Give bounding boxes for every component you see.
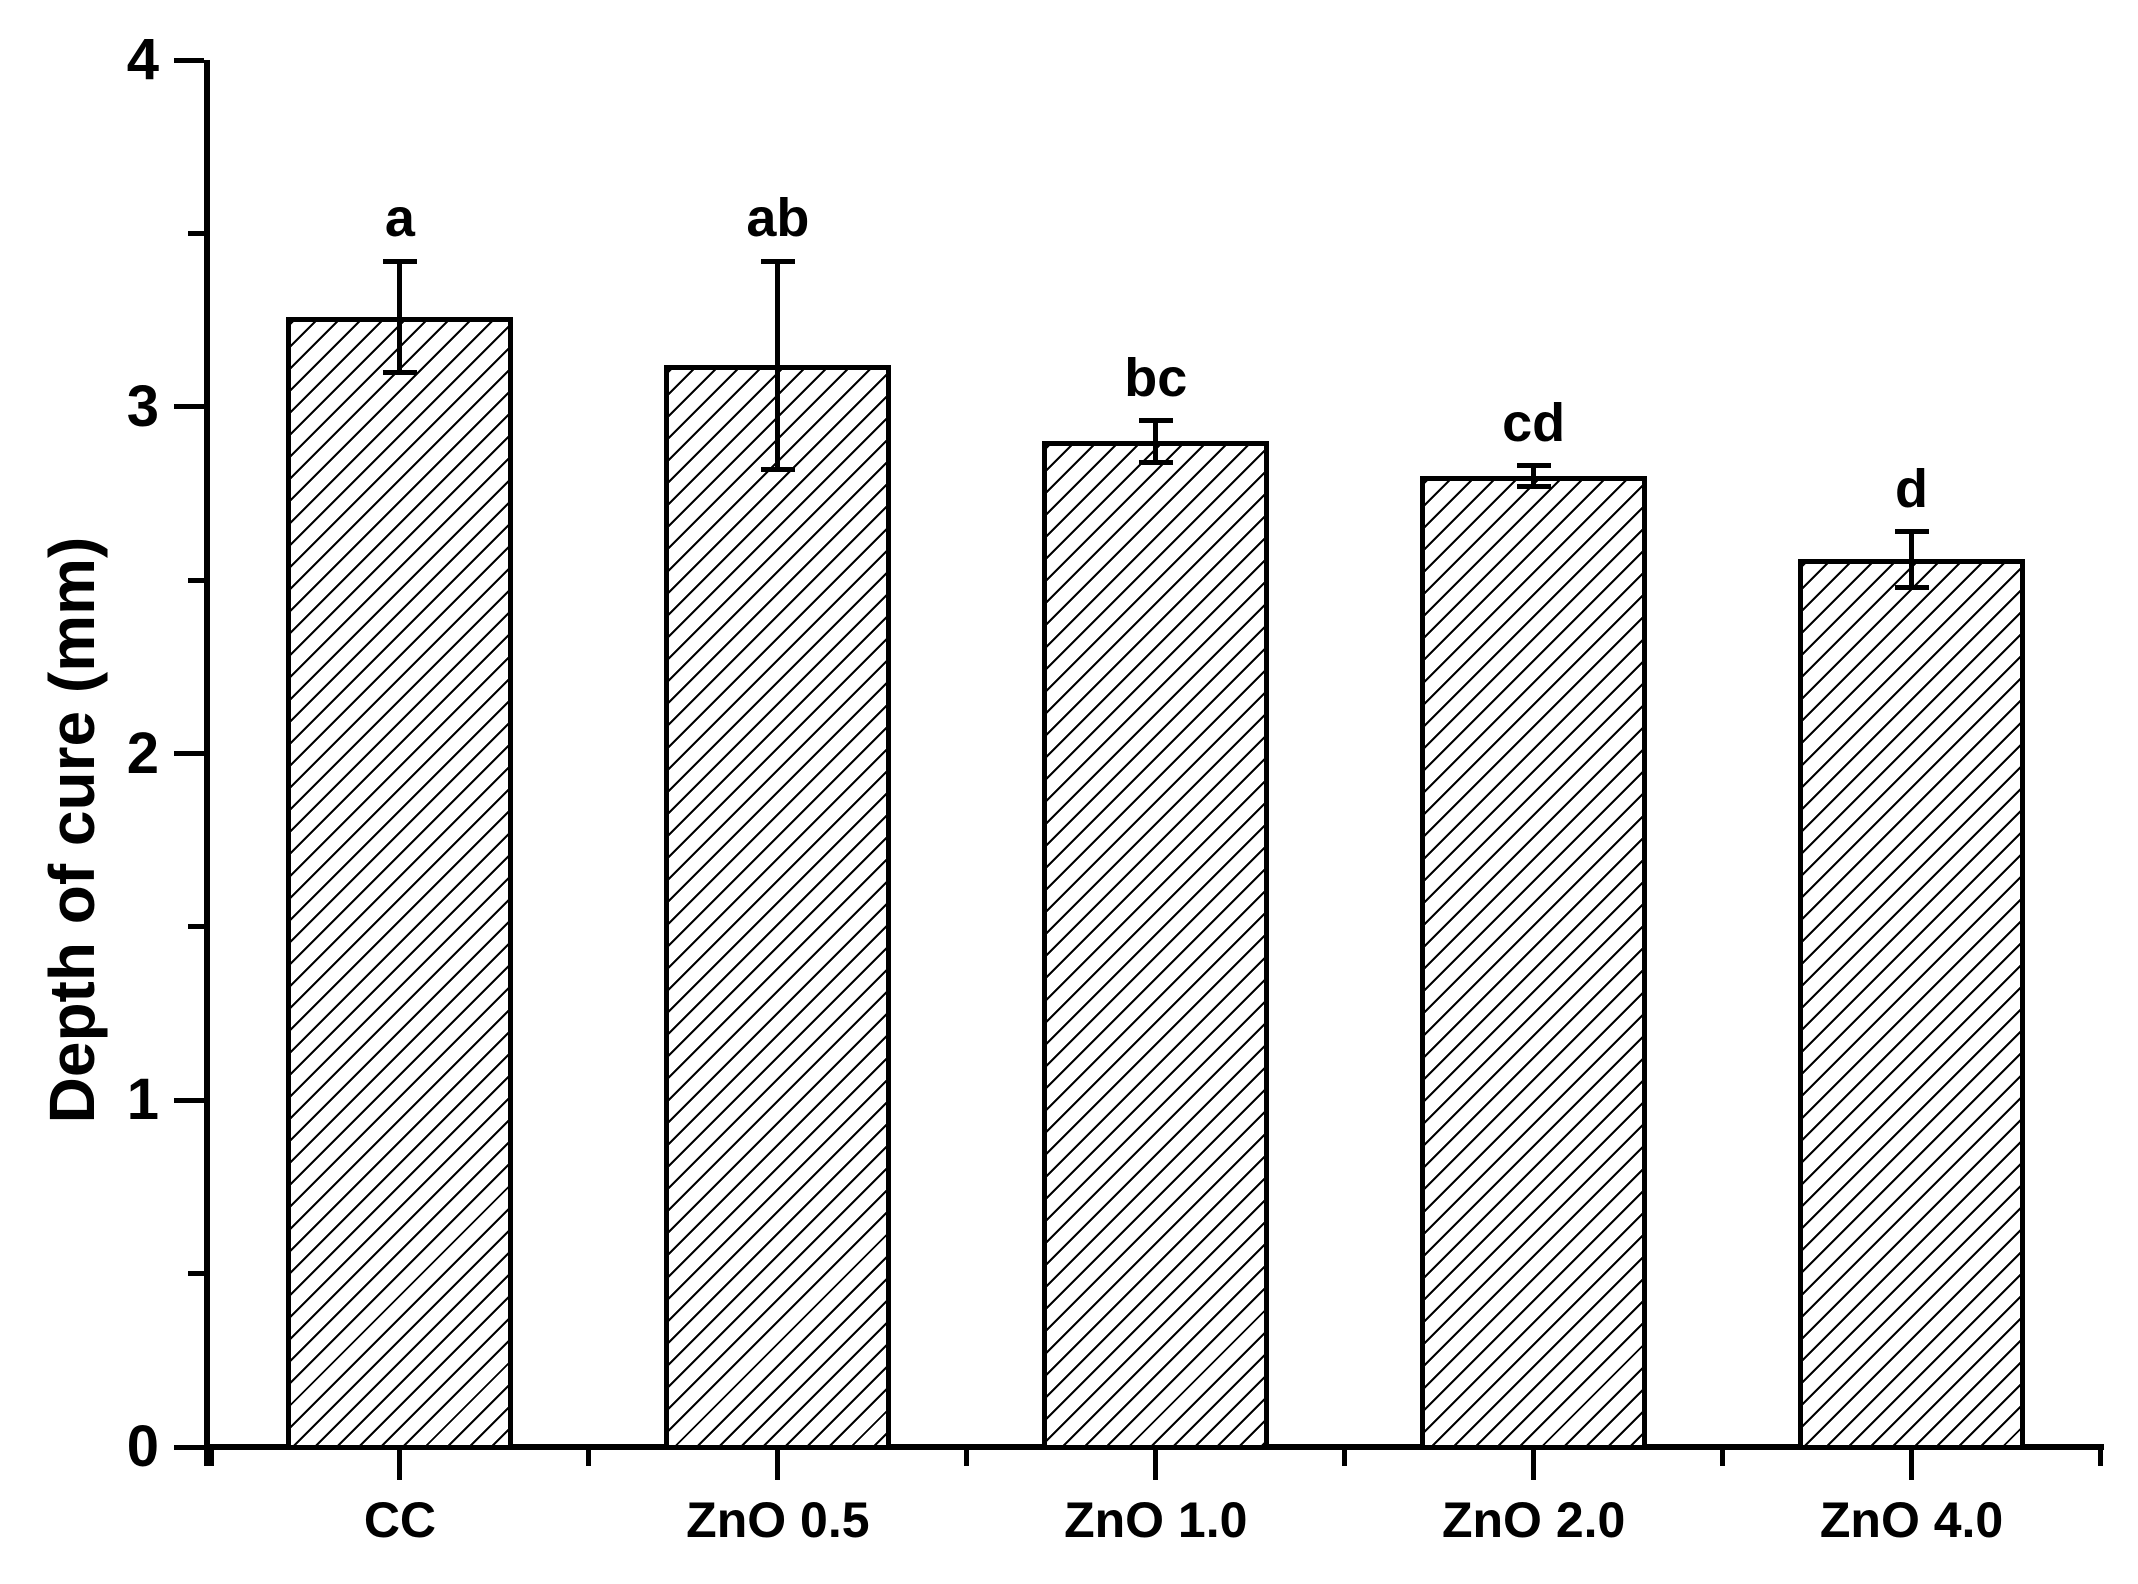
bar [664, 365, 892, 1450]
y-minor-tick [188, 924, 204, 930]
y-major-tick [174, 1444, 204, 1450]
error-bar-bottom-cap [1138, 459, 1173, 465]
y-major-tick [174, 1097, 204, 1103]
significance-letter: bc [1124, 347, 1188, 408]
x-category-label: CC [363, 1492, 437, 1548]
error-bar [775, 261, 781, 470]
x-major-tick [1531, 1450, 1537, 1480]
bar [1042, 441, 1270, 1450]
x-major-tick [1909, 1450, 1915, 1480]
significance-letter: a [384, 188, 415, 249]
error-bar [1531, 465, 1537, 487]
y-axis-line [204, 60, 210, 1466]
y-tick-label: 2 [126, 720, 159, 786]
significance-letter: cd [1502, 392, 1566, 453]
x-category-label: ZnO 1.0 [1064, 1492, 1248, 1548]
significance-letter: ab [746, 188, 810, 249]
x-minor-tick [1720, 1450, 1726, 1466]
y-tick-label: 4 [126, 27, 159, 92]
error-bar-top-cap [1138, 418, 1173, 424]
y-tick-label: 1 [126, 1067, 159, 1133]
error-bar-bottom-cap [1894, 584, 1929, 590]
bar [1798, 559, 2026, 1450]
x-category-label: ZnO 4.0 [1819, 1492, 2004, 1548]
y-major-tick [174, 57, 204, 63]
y-tick-label: 0 [126, 1414, 159, 1479]
y-minor-tick [188, 1271, 204, 1277]
x-major-tick [397, 1450, 403, 1480]
x-minor-tick [964, 1450, 970, 1466]
y-major-tick [174, 404, 204, 410]
bar [286, 316, 514, 1450]
error-bar [397, 261, 403, 373]
x-minor-tick [1342, 1450, 1348, 1466]
error-bar [1153, 420, 1159, 463]
y-minor-tick [188, 577, 204, 583]
error-bar-bottom-cap [1516, 484, 1551, 489]
error-bar-top-cap [1516, 463, 1551, 469]
bar [1420, 476, 1648, 1450]
error-bar-bottom-cap [760, 466, 795, 472]
error-bar-bottom-cap [382, 369, 417, 375]
x-minor-tick [208, 1450, 214, 1466]
significance-letter: d [1895, 458, 1929, 519]
x-major-tick [775, 1450, 781, 1480]
y-major-tick [174, 751, 204, 756]
error-bar [1909, 531, 1915, 588]
x-major-tick [1153, 1450, 1159, 1480]
y-minor-tick [188, 230, 204, 236]
error-bar-top-cap [1894, 529, 1929, 535]
x-category-label: ZnO 2.0 [1441, 1492, 1626, 1548]
error-bar-top-cap [760, 258, 795, 264]
x-minor-tick [586, 1450, 592, 1466]
error-bar-top-cap [382, 258, 417, 264]
y-tick-label: 3 [126, 373, 159, 439]
x-minor-tick [2098, 1450, 2103, 1466]
x-category-label: ZnO 0.5 [686, 1492, 870, 1548]
